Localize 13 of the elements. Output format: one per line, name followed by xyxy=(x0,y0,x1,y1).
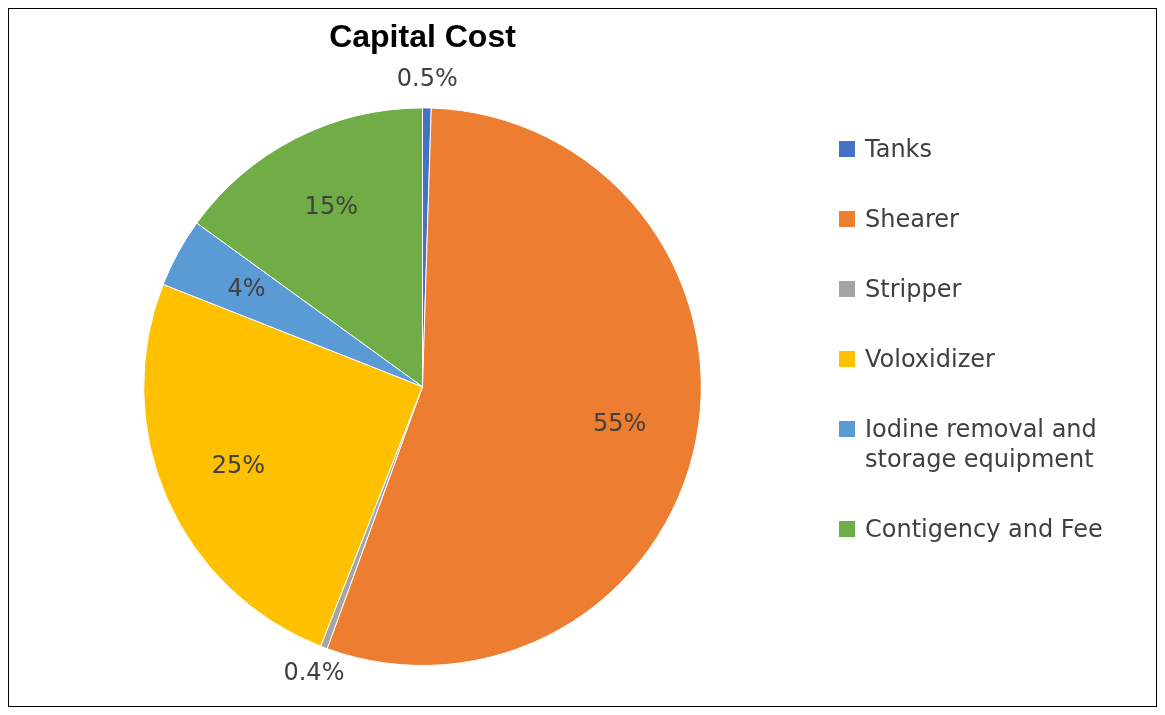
data-label: 25% xyxy=(211,451,266,480)
legend-label: Tanks xyxy=(865,134,933,164)
legend-label: Stripper xyxy=(865,274,962,304)
data-label: 15% xyxy=(304,192,358,221)
legend-label: Iodine removal and storage equipment xyxy=(865,414,1098,474)
legend-label: Contigency and Fee xyxy=(865,514,1103,544)
legend-label: Shearer xyxy=(865,204,959,234)
chart-title: Capital Cost xyxy=(329,18,517,55)
data-label: 0.4% xyxy=(283,657,345,686)
data-label: 4% xyxy=(227,274,266,303)
legend-label: Voloxidizer xyxy=(865,344,995,374)
data-label: 55% xyxy=(592,408,647,437)
data-label: 0.5% xyxy=(396,64,458,93)
